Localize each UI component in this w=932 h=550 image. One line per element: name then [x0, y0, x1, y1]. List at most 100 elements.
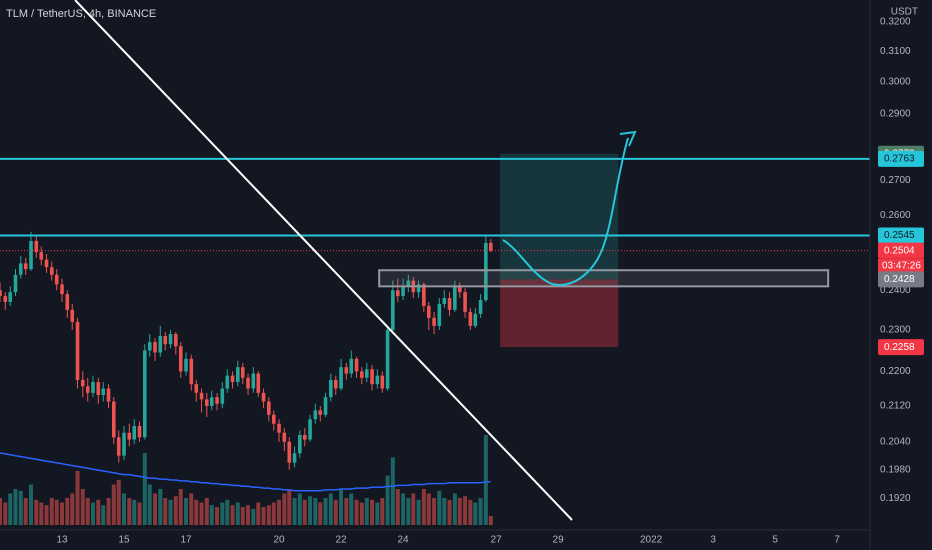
- volume-bar: [261, 507, 266, 525]
- volume-bar: [344, 498, 349, 525]
- candle-body: [29, 241, 33, 270]
- candle-body: [106, 388, 111, 402]
- volume-bar: [34, 499, 39, 525]
- candle-body: [442, 298, 447, 304]
- x-tick-label: 13: [56, 535, 68, 546]
- y-tick-label: 0.1920: [880, 493, 911, 504]
- volume-bar: [416, 499, 421, 525]
- volume-bar: [194, 499, 199, 525]
- volume-bar: [122, 493, 127, 525]
- volume-bar: [60, 502, 65, 525]
- volume-bar: [106, 498, 111, 525]
- volume-bar: [18, 490, 23, 525]
- volume-bar: [447, 499, 452, 525]
- candle-body: [199, 392, 204, 400]
- candle-body: [292, 453, 297, 463]
- candle-body: [8, 292, 13, 302]
- x-tick-label: 24: [398, 535, 410, 546]
- volume-bar: [204, 498, 209, 525]
- volume-bar: [168, 499, 173, 525]
- volume-bar: [49, 498, 54, 525]
- candle-body: [91, 382, 95, 393]
- x-tick-label: 5: [772, 535, 778, 546]
- candle-body: [173, 333, 178, 347]
- volume-bar: [147, 484, 152, 525]
- volume-bar: [132, 499, 137, 525]
- volume-bar: [488, 516, 493, 525]
- volume-bar: [308, 496, 313, 525]
- candle-body: [282, 432, 287, 442]
- volume-bar: [178, 489, 183, 525]
- volume-bar: [29, 484, 34, 525]
- volume-bar: [277, 499, 282, 525]
- volume-bar: [75, 471, 80, 525]
- volume-bar: [85, 498, 90, 525]
- candle-body: [251, 373, 256, 389]
- volume-bar: [65, 498, 70, 525]
- candle-body: [385, 329, 390, 389]
- countdown-bg: [878, 258, 924, 273]
- profit-zone: [500, 153, 619, 280]
- x-tick-label: 15: [118, 535, 130, 546]
- countdown: 03:47:26: [882, 260, 921, 271]
- candle-body: [205, 399, 209, 406]
- volume-bar: [390, 457, 395, 525]
- candle-body: [3, 296, 8, 302]
- y-tick-label: 0.2400: [880, 285, 911, 296]
- volume-bar: [411, 493, 416, 525]
- volume-bar: [116, 480, 121, 525]
- volume-bar: [339, 489, 344, 525]
- currency: USDT: [891, 7, 918, 18]
- candle-body: [484, 242, 488, 301]
- candle-body: [236, 367, 240, 383]
- candle-body: [395, 290, 400, 297]
- volume-bar: [70, 493, 75, 525]
- y-tick-label: 0.2900: [880, 108, 911, 119]
- y-tick-label: 0.2300: [880, 325, 911, 336]
- volume-bar: [473, 502, 478, 525]
- volume-bar: [8, 493, 13, 525]
- volume-bar: [380, 498, 385, 525]
- volume-bar: [432, 498, 437, 525]
- last-price-label: 0.2504: [884, 245, 915, 256]
- volume-bar: [302, 499, 307, 525]
- candle-body: [463, 292, 467, 312]
- stop-label: 0.2258: [884, 342, 915, 353]
- volume-bar: [256, 502, 261, 525]
- candle-body: [240, 367, 245, 378]
- volume-bar: [287, 489, 292, 525]
- candle-body: [478, 300, 483, 314]
- candle-body: [447, 298, 452, 310]
- zone-rectangle: [378, 269, 830, 288]
- candle-body: [406, 280, 411, 287]
- volume-bar: [127, 498, 132, 525]
- volume-bar: [137, 502, 142, 525]
- candle-body: [158, 336, 163, 353]
- candle-body: [401, 286, 405, 297]
- y-tick-label: 0.2200: [880, 366, 911, 377]
- candle-body: [153, 342, 157, 353]
- candle-body: [132, 425, 137, 440]
- candle-body: [80, 379, 85, 387]
- candle-body: [147, 342, 152, 351]
- volume-bar: [13, 489, 18, 525]
- volume-bar: [189, 493, 194, 525]
- candle-body: [220, 388, 225, 404]
- level-label: 0.2545: [884, 230, 915, 241]
- candle-body: [116, 437, 121, 456]
- volume-bar: [96, 499, 101, 525]
- volume-bar: [385, 475, 390, 525]
- volume-bar: [457, 498, 462, 525]
- candle-body: [101, 388, 106, 396]
- x-tick-label: 2022: [640, 535, 663, 546]
- entry-label: 0.2428: [884, 274, 915, 285]
- volume-bar: [225, 499, 230, 525]
- x-tick-label: 17: [180, 535, 192, 546]
- candle-body: [349, 358, 354, 374]
- y-tick-label: 0.1980: [880, 464, 911, 475]
- candle-body: [49, 267, 54, 275]
- level-tag: [878, 150, 924, 167]
- candle-body: [54, 274, 59, 285]
